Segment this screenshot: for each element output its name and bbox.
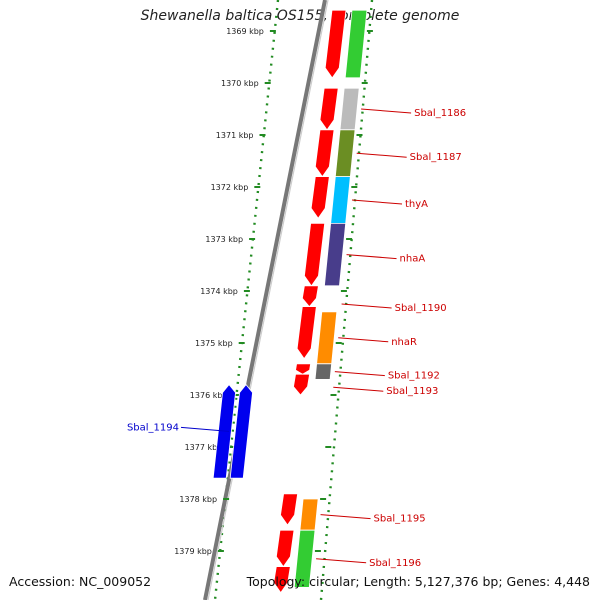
- tick-label: 1379 kbp: [174, 547, 212, 556]
- gene-block: [323, 222, 347, 287]
- topology-text: Topology: circular; Length: 5,127,376 bp…: [246, 574, 590, 589]
- tick-label: 1370 kbp: [221, 79, 259, 88]
- red-feature-block: [319, 87, 339, 131]
- red-feature-block: [314, 129, 335, 178]
- label-leader-line: [351, 199, 403, 205]
- label-leader-line: [316, 558, 367, 564]
- red-feature-block: [275, 529, 295, 568]
- gene-block: [314, 363, 333, 380]
- red-feature-block: [280, 493, 299, 526]
- gene-block: [316, 311, 338, 365]
- red-feature-block: [293, 373, 311, 396]
- tick-label: 1377 kbp: [185, 443, 223, 452]
- label-leader-line: [346, 254, 397, 260]
- red-feature-block: [273, 566, 291, 594]
- gene-label: thyA: [405, 199, 428, 210]
- forward-gene-track: [293, 9, 368, 588]
- tick-label: 1378 kbp: [179, 495, 217, 504]
- map-title: Shewanella baltica OS155, complete genom…: [140, 8, 460, 24]
- gene-label: nhaA: [400, 254, 426, 265]
- label-leader-line: [361, 108, 412, 114]
- tick-label: 1375 kbp: [195, 339, 233, 348]
- gene-block: [344, 9, 368, 79]
- gene-label: Sbal_1190: [395, 303, 447, 314]
- red-feature-block: [295, 363, 312, 375]
- red-feature-block: [310, 176, 330, 219]
- label-leader-line: [356, 152, 407, 158]
- tick-label: 1374 kbp: [200, 287, 238, 296]
- gene-block: [339, 87, 360, 131]
- accession-text: Accession: NC_009052: [9, 574, 152, 589]
- label-leader-line: [320, 514, 371, 520]
- gene-label: Sbal_1193: [386, 386, 438, 397]
- tick-marks: 1369 kbp 1370 kbp 1371 kbp 1372 kbp 1373 kbp…: [174, 27, 373, 556]
- label-leader-line: [341, 303, 392, 309]
- gene-label: Sbal_1195: [374, 514, 426, 525]
- gene-block: [334, 129, 356, 178]
- red-feature-block: [296, 306, 317, 360]
- reverse-gene-block: [229, 383, 253, 479]
- label-leader-line: [334, 371, 385, 377]
- gene-label: nhaR: [391, 337, 417, 348]
- tick-label: 1373 kbp: [205, 235, 243, 244]
- red-feature-block: [324, 9, 347, 79]
- gene-label: Sbal_1187: [410, 152, 462, 163]
- tick-label: 1371 kbp: [216, 131, 254, 140]
- gene-block: [330, 176, 351, 224]
- label-leader-line: [180, 426, 230, 432]
- red-feature-block: [301, 285, 319, 308]
- tick-label: 1369 kbp: [226, 27, 264, 36]
- gene-label: Sbal_1194: [127, 422, 179, 433]
- gene-block: [293, 529, 316, 588]
- label-leader-line: [338, 337, 389, 343]
- red-feature-track: [273, 9, 347, 594]
- gene-block: [299, 498, 319, 531]
- gene-label: Sbal_1192: [388, 371, 440, 382]
- gene-labels: Sbal_1186 Sbal_1187 thyA nhaA Sbal_1190 nhaR S…: [127, 108, 466, 569]
- gene-label: Sbal_1186: [414, 108, 466, 119]
- gene-label: Sbal_1196: [369, 558, 421, 569]
- red-feature-block: [304, 222, 326, 287]
- tick-label: 1372 kbp: [211, 183, 249, 192]
- tick-label: 1376 kbp: [190, 391, 228, 400]
- label-leader-line: [333, 386, 384, 392]
